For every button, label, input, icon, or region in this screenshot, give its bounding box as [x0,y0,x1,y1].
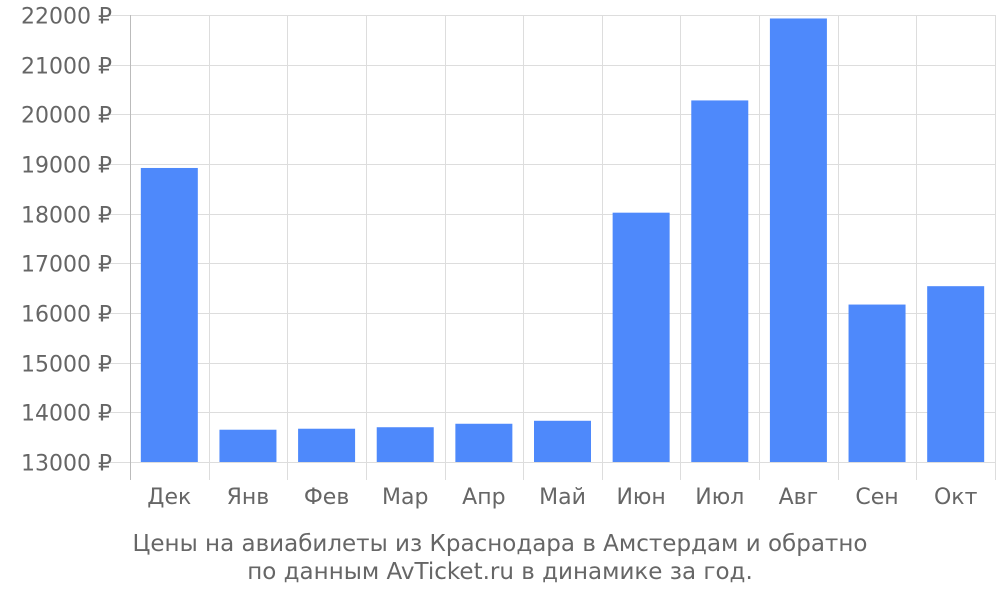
x-tick-label: Мар [382,485,428,510]
x-tick-label: Окт [934,485,978,510]
x-tick-label: Дек [147,485,191,510]
caption-line-1: Цены на авиабилеты из Краснодара в Амсте… [132,531,868,557]
y-tick-label: 15000 ₽ [21,353,112,378]
bar [691,100,749,462]
tick-labels: 13000 ₽ 14000 ₽ 15000 ₽ 16000 ₽ 17000 ₽ 18000… [21,5,978,511]
bar-chart: 13000 ₽ 14000 ₽ 15000 ₽ 16000 ₽ 17000 ₽ 18000… [21,5,996,511]
bar [298,428,356,462]
x-tick-label: Июл [695,485,744,510]
x-tick-label: Сен [855,485,898,510]
y-tick-label: 20000 ₽ [21,104,112,129]
bar [455,423,513,462]
x-tick-label: Апр [462,485,505,510]
y-tick-label: 19000 ₽ [21,154,112,179]
y-tick-label: 16000 ₽ [21,303,112,328]
bar [219,429,277,462]
bar [534,420,591,462]
bar [612,212,670,462]
axes [130,15,996,480]
bar [769,18,827,463]
bars [140,18,985,463]
y-tick-label: 18000 ₽ [21,204,112,229]
bar [140,167,198,462]
y-tick-label: 14000 ₽ [21,402,112,427]
x-tick-label: Май [539,485,586,510]
x-tick-label: Авг [779,485,819,510]
y-tick-label: 21000 ₽ [21,55,112,80]
x-tick-label: Янв [227,485,270,510]
x-tick-label: Июн [616,485,665,510]
chart-caption: Цены на авиабилеты из Краснодара в Амсте… [0,530,1000,586]
caption-line-2: по данным AvTicket.ru в динамике за год. [247,559,753,585]
y-tick-label: 17000 ₽ [21,253,112,278]
y-tick-label: 13000 ₽ [21,452,112,477]
y-tick-label: 22000 ₽ [21,5,112,30]
x-tick-label: Фев [304,485,349,510]
bar [376,427,434,462]
bar [927,286,985,462]
bar [848,304,906,462]
